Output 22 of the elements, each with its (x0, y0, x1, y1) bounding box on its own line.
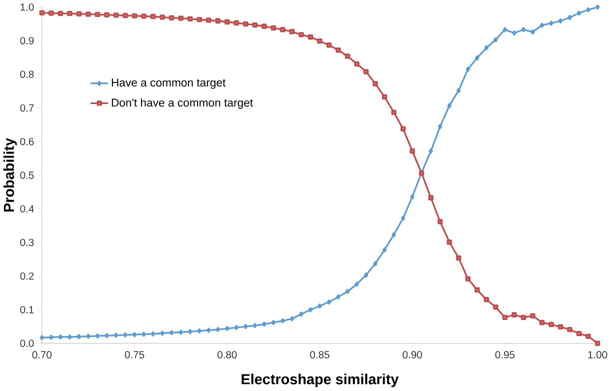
legend-label: Have a common target (112, 78, 226, 89)
x-tick-label: 0.85 (310, 351, 330, 359)
y-tick-label: 0.9 (20, 37, 34, 45)
y-tick-label: 0.8 (20, 70, 34, 78)
y-tick-label: 0.2 (20, 272, 34, 280)
y-tick-label: 1.0 (20, 4, 34, 11)
y-tick-label: 0.3 (20, 239, 34, 246)
legend-label: Don't have a common target (112, 98, 253, 110)
x-tick-label: 0.95 (495, 351, 515, 359)
y-tick-label: 0.1 (20, 306, 34, 314)
y-axis-title: Probability (3, 138, 17, 212)
y-tick-label: 0.4 (20, 205, 34, 213)
x-tick-label: 0.75 (124, 351, 144, 359)
y-tick-label: 0.5 (20, 172, 34, 180)
y-tick-label: 0.0 (20, 340, 34, 348)
x-tick-label: 1.00 (588, 351, 608, 359)
x-tick-label: 0.90 (402, 351, 422, 359)
y-tick-label: 0.6 (20, 138, 34, 146)
x-tick-label: 0.80 (218, 351, 237, 359)
x-axis-title: Electroshape similarity (242, 374, 399, 388)
y-tick-label: 0.7 (20, 104, 34, 112)
x-tick-label: 0.70 (32, 351, 52, 359)
